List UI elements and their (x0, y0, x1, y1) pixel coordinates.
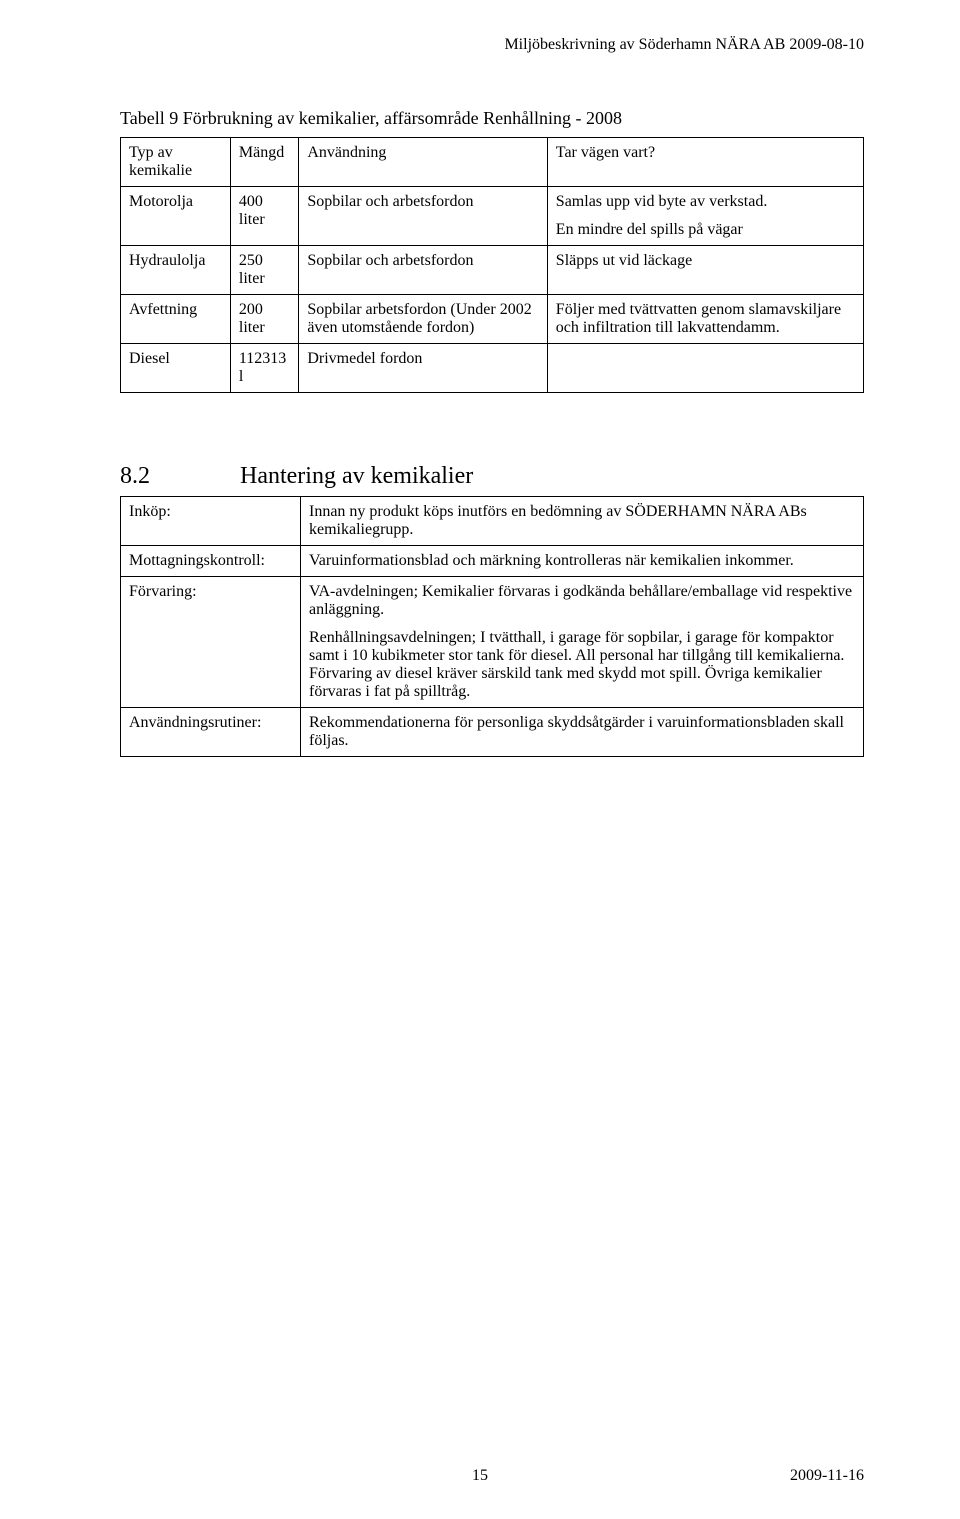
row-label: Inköp: (121, 497, 301, 546)
cell: Diesel (121, 344, 231, 393)
page-number: 15 (0, 1467, 960, 1485)
cell: 400 liter (230, 187, 298, 246)
page: Miljöbeskrivning av Söderhamn NÄRA AB 20… (0, 0, 960, 1519)
cell-line: En mindre del spills på vägar (556, 221, 855, 239)
row-label: Förvaring: (121, 577, 301, 708)
table-row: Hydraulolja 250 liter Sopbilar och arbet… (121, 246, 864, 295)
cell: Avfettning (121, 295, 231, 344)
cell: 200 liter (230, 295, 298, 344)
document-header: Miljöbeskrivning av Söderhamn NÄRA AB 20… (120, 36, 864, 54)
cell: Hydraulolja (121, 246, 231, 295)
row-label: Mottagningskontroll: (121, 546, 301, 577)
table-row: Avfettning 200 liter Sopbilar arbetsford… (121, 295, 864, 344)
table1-caption: Tabell 9 Förbrukning av kemikalier, affä… (120, 108, 864, 129)
section-title: Hantering av kemikalier (240, 463, 473, 490)
row-value: VA-avdelningen; Kemikalier förvaras i go… (301, 577, 864, 708)
cell (547, 344, 863, 393)
cell: Sopbilar arbetsfordon (Under 2002 även u… (299, 295, 547, 344)
table-row: Inköp: Innan ny produkt köps inutförs en… (121, 497, 864, 546)
table-row: Mottagningskontroll: Varuinformationsbla… (121, 546, 864, 577)
row-value: Innan ny produkt köps inutförs en bedömn… (301, 497, 864, 546)
cell: Sopbilar och arbetsfordon (299, 246, 547, 295)
row-label: Användningsrutiner: (121, 708, 301, 757)
table1: Typ av kemikalie Mängd Användning Tar vä… (120, 137, 864, 393)
page-footer: 15 2009-11-16 (0, 1467, 960, 1485)
table-row: Motorolja 400 liter Sopbilar och arbetsf… (121, 187, 864, 246)
para: Renhållningsavdelningen; I tvätthall, i … (309, 629, 855, 701)
table-header-row: Typ av kemikalie Mängd Användning Tar vä… (121, 138, 864, 187)
section-heading: 8.2 Hantering av kemikalier (120, 463, 864, 490)
table-row: Användningsrutiner: Rekommendationerna f… (121, 708, 864, 757)
cell: 250 liter (230, 246, 298, 295)
cell: Samlas upp vid byte av verkstad. En mind… (547, 187, 863, 246)
para: VA-avdelningen; Kemikalier förvaras i go… (309, 583, 852, 618)
col-header: Användning (299, 138, 547, 187)
row-value: Varuinformationsblad och märkning kontro… (301, 546, 864, 577)
table-row: Förvaring: VA-avdelningen; Kemikalier fö… (121, 577, 864, 708)
cell: Följer med tvättvatten genom slamavskilj… (547, 295, 863, 344)
cell: Sopbilar och arbetsfordon (299, 187, 547, 246)
col-header: Tar vägen vart? (547, 138, 863, 187)
cell: Motorolja (121, 187, 231, 246)
col-header: Mängd (230, 138, 298, 187)
row-value: Rekommendationerna för personliga skydds… (301, 708, 864, 757)
col-header: Typ av kemikalie (121, 138, 231, 187)
cell-line: Samlas upp vid byte av verkstad. (556, 193, 768, 210)
section-number: 8.2 (120, 463, 240, 490)
cell: Drivmedel fordon (299, 344, 547, 393)
cell: 112313 l (230, 344, 298, 393)
cell: Släpps ut vid läckage (547, 246, 863, 295)
table-row: Diesel 112313 l Drivmedel fordon (121, 344, 864, 393)
table-kemikalier-hantering: Inköp: Innan ny produkt köps inutförs en… (120, 496, 864, 757)
